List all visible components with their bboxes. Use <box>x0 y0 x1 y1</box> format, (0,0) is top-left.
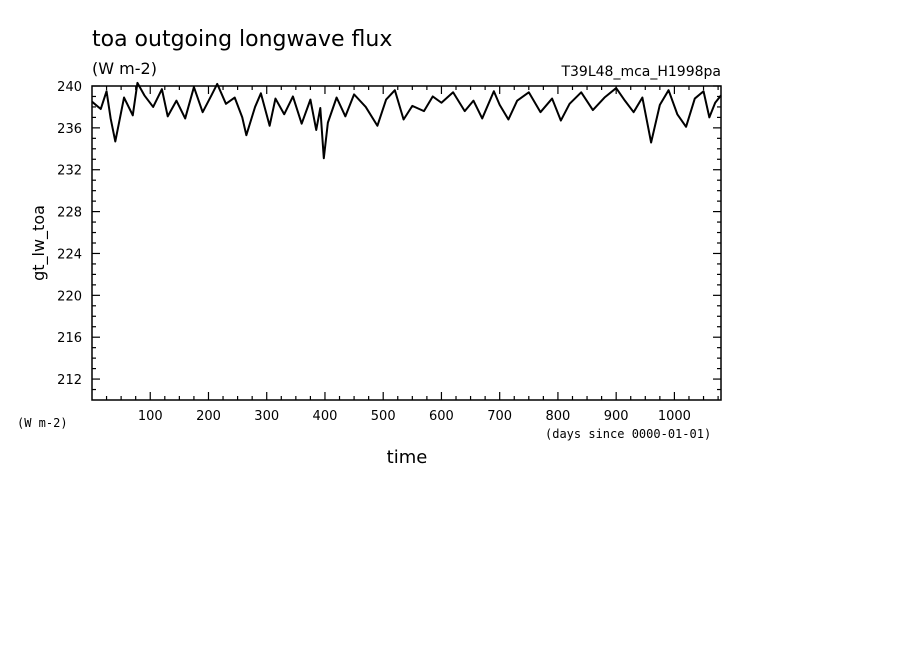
x-tick-label: 400 <box>313 409 338 424</box>
x-tick-label: 800 <box>546 409 571 424</box>
series-layer <box>91 81 722 160</box>
y-tick-label: 228 <box>57 206 82 221</box>
y-tick-label: 212 <box>57 373 82 388</box>
x-tick-label: 100 <box>138 409 163 424</box>
y-tick-label: 224 <box>57 247 82 262</box>
chart-units: (W m-2) <box>92 59 157 78</box>
series-line <box>91 81 722 160</box>
x-tick-label: 200 <box>196 409 221 424</box>
y-tick-label: 216 <box>57 331 82 346</box>
y-tick-label: 240 <box>57 80 82 95</box>
x-axis-units: (days since 0000-01-01) <box>545 427 711 441</box>
x-tick-label: 900 <box>604 409 629 424</box>
x-tick-label: 700 <box>487 409 512 424</box>
y-tick-label: 220 <box>57 289 82 304</box>
x-axis-label: time <box>387 447 428 468</box>
y-axis-units: (W m-2) <box>17 416 68 430</box>
chart-title: toa outgoing longwave flux <box>92 27 392 52</box>
x-tick-label: 1000 <box>658 409 691 424</box>
y-axis-label: gt_lw_toa <box>29 205 49 281</box>
y-tick-label: 232 <box>57 164 82 179</box>
axis-ticks <box>92 85 721 400</box>
x-tick-label: 500 <box>371 409 396 424</box>
x-tick-label: 300 <box>254 409 279 424</box>
plot-frame <box>91 85 722 401</box>
x-tick-label: 600 <box>429 409 454 424</box>
experiment-label: T39L48_mca_H1998pa <box>560 64 721 80</box>
tick-labels: 100 200 300 400 500 600 700 800 900 1000 212 216 220… <box>57 80 691 424</box>
y-tick-label: 236 <box>57 122 82 137</box>
